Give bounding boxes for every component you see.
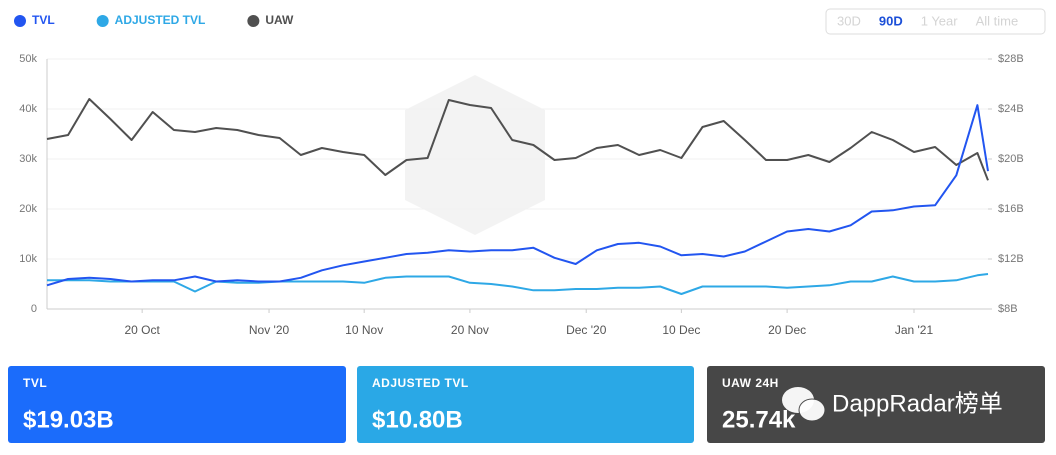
legend-label: ADJUSTED TVL <box>115 13 206 27</box>
stat-label: UAW 24H <box>722 376 779 390</box>
y-tick-label: 40k <box>19 103 37 115</box>
y-tick-label: 10k <box>19 253 37 265</box>
range-button[interactable]: 30D <box>837 13 861 28</box>
y2-tick-label: $8B <box>998 303 1018 315</box>
x-tick-label: Dec '20 <box>566 323 607 337</box>
stat-card <box>8 366 346 443</box>
y2-tick-label: $28B <box>998 53 1024 65</box>
series-line <box>47 273 989 295</box>
watermark-logo <box>405 75 545 235</box>
y2-tick-label: $24B <box>998 103 1024 115</box>
watermark-icon <box>798 398 826 422</box>
series-line <box>46 98 989 181</box>
legend-marker <box>247 15 260 27</box>
stat-card <box>707 366 1045 443</box>
watermark-text: DappRadar榜单 <box>832 390 1003 417</box>
stat-card <box>357 366 694 443</box>
y-tick-label: 0 <box>31 303 37 315</box>
y2-tick-label: $12B <box>998 253 1024 265</box>
stat-value: $19.03B <box>23 406 114 433</box>
stat-label: ADJUSTED TVL <box>372 376 469 390</box>
y-tick-label: 30k <box>19 153 37 165</box>
y-tick-label: 50k <box>19 53 37 65</box>
range-button[interactable]: 1 Year <box>921 13 959 28</box>
range-button[interactable]: All time <box>976 13 1019 28</box>
legend-marker <box>96 15 109 27</box>
stat-value: 25.74k <box>722 406 796 433</box>
range-box <box>825 8 1046 35</box>
legend-label: TVL <box>32 13 55 27</box>
legend-marker <box>14 15 26 27</box>
x-tick-label: Nov '20 <box>249 323 290 337</box>
x-tick-label: 20 Dec <box>768 323 806 337</box>
legend-label: UAW <box>265 13 294 27</box>
x-tick-label: 10 Nov <box>345 323 383 337</box>
series-line <box>46 104 989 287</box>
x-tick-label: 20 Nov <box>451 323 489 337</box>
y2-tick-label: $20B <box>998 153 1024 165</box>
x-tick-label: Jan '21 <box>895 323 934 337</box>
range-button[interactable]: 90D <box>879 13 903 28</box>
y2-tick-label: $16B <box>998 203 1024 215</box>
x-tick-label: 20 Oct <box>124 323 160 337</box>
y-tick-label: 20k <box>19 203 37 215</box>
stat-value: $10.80B <box>372 406 463 433</box>
stat-label: TVL <box>23 376 47 390</box>
x-tick-label: 10 Dec <box>662 323 700 337</box>
